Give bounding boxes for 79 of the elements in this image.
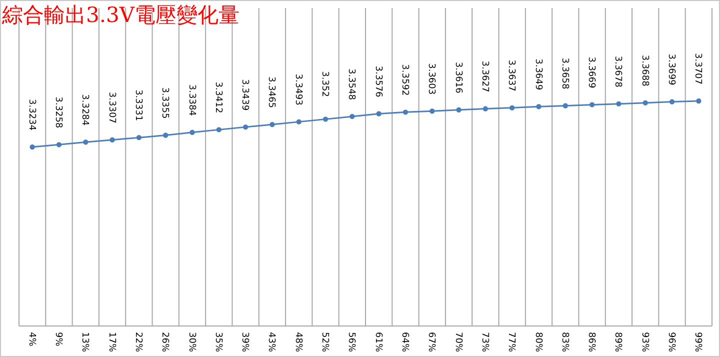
data-label: 3.3258 [52, 96, 63, 128]
data-label: 3.3331 [132, 90, 143, 122]
x-tick-label: 17% [106, 332, 116, 352]
x-tick-label: 56% [346, 332, 356, 352]
x-tick-label: 77% [506, 332, 516, 352]
point [136, 134, 142, 140]
point [242, 124, 248, 130]
point [402, 110, 408, 115]
x-tick-label: 89% [612, 332, 623, 352]
point [162, 132, 168, 138]
point [296, 119, 302, 124]
point [696, 98, 702, 104]
x-tick-label: 48% [292, 332, 303, 352]
point [350, 114, 355, 120]
data-label: 3.3307 [106, 92, 116, 124]
point [456, 107, 462, 112]
data-label: 3.3439 [240, 79, 250, 111]
x-tick-label: 64% [399, 332, 410, 352]
x-tick-label: 83% [559, 332, 570, 352]
data-label: 3.3707 [692, 53, 703, 84]
data-label: 3.3688 [639, 54, 650, 87]
x-tick-label: 67% [426, 332, 436, 352]
point [536, 104, 542, 110]
x-tick-label: 43% [266, 332, 276, 352]
x-tick-label: 9% [52, 332, 63, 347]
data-label: 3.3284 [80, 94, 90, 126]
x-tick-label: 13% [80, 332, 90, 352]
point [616, 101, 622, 106]
x-tick-label: 73% [479, 332, 490, 352]
x-tick-label: 4% [26, 332, 36, 347]
data-label: 3.3669 [586, 56, 596, 88]
data-label: 3.3384 [186, 84, 196, 116]
point [110, 137, 115, 142]
x-tick-label: 96% [666, 332, 676, 352]
point [562, 103, 568, 108]
data-label: 3.3649 [532, 58, 543, 90]
point [216, 127, 222, 132]
x-tick-label: 86% [586, 332, 596, 352]
point [30, 144, 35, 150]
x-tick-label: 70% [452, 332, 463, 352]
point [642, 100, 648, 106]
data-label: 3.3678 [612, 56, 623, 88]
x-tick-label: 22% [132, 332, 143, 352]
chart-title: 綜合輸出3.3V電壓變化量 [1, 3, 240, 27]
x-tick-label: 93% [639, 332, 650, 352]
point [509, 105, 515, 110]
data-label: 3.3616 [452, 62, 463, 94]
point [589, 102, 595, 108]
point [669, 99, 675, 104]
x-tick-label: 99% [692, 332, 703, 352]
data-label: 3.3658 [559, 58, 570, 90]
point [430, 108, 435, 114]
x-tick-label: 52% [320, 332, 330, 352]
x-tick-label: 39% [240, 332, 250, 352]
x-tick-label: 30% [186, 332, 196, 352]
point [190, 130, 195, 136]
x-tick-label: 35% [212, 332, 223, 352]
data-label: 3.3355 [160, 87, 170, 119]
x-tick-label: 80% [532, 332, 543, 352]
x-tick-label: 61% [372, 332, 383, 352]
data-label: 3.3576 [372, 66, 383, 98]
x-tick-label: 26% [160, 332, 170, 352]
point [482, 106, 488, 112]
data-label: 3.3603 [426, 63, 436, 95]
point [322, 116, 328, 122]
data-label: 3.3637 [506, 60, 516, 92]
point [376, 111, 382, 116]
data-label: 3.3234 [26, 99, 36, 131]
data-label: 3.3548 [346, 68, 356, 100]
data-label: 3.3412 [212, 82, 223, 114]
data-label: 3.3627 [479, 60, 490, 92]
data-label: 3.3592 [399, 64, 410, 96]
data-label: 3.3699 [666, 54, 676, 86]
data-label: 3.352 [320, 71, 330, 97]
point [270, 122, 275, 128]
point [56, 142, 62, 148]
data-label: 3.3493 [292, 74, 303, 106]
point [83, 140, 88, 145]
data-label: 3.3465 [266, 76, 276, 108]
